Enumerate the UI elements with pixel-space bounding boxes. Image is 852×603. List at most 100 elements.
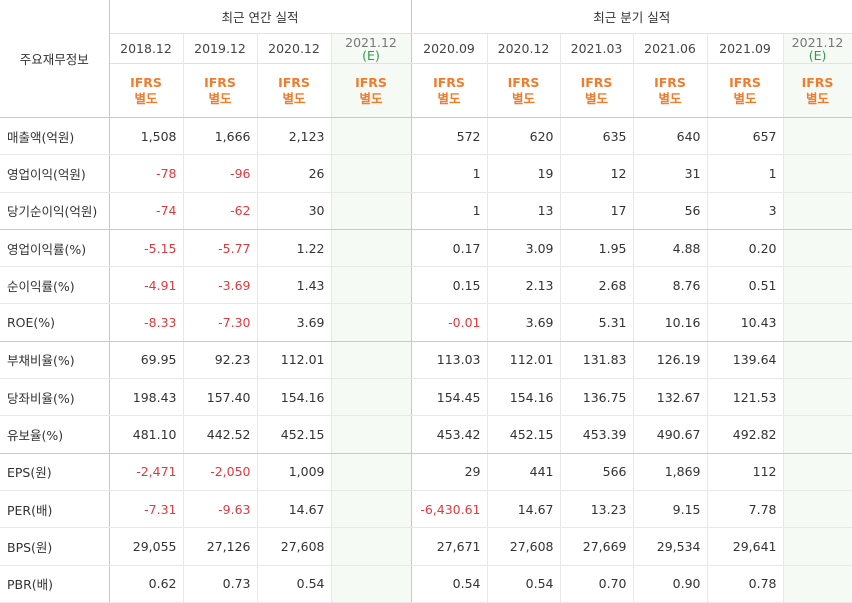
- value-cell: 132.67: [633, 378, 708, 417]
- value-cell: [331, 192, 412, 230]
- value-cell: 26: [257, 154, 332, 193]
- value-cell: 2,123: [257, 117, 332, 156]
- value-cell: 139.64: [707, 341, 784, 380]
- value-cell: [783, 266, 852, 305]
- value-cell: 27,608: [257, 527, 332, 566]
- period-date: 2020.12: [268, 41, 320, 56]
- ifrs-label: IFRS: [654, 74, 686, 90]
- value-cell: 3: [707, 192, 784, 230]
- value-cell: -2,471: [109, 453, 184, 491]
- value-cell: [783, 378, 852, 417]
- value-cell: 0.54: [487, 565, 561, 603]
- accounting-standard: IFRS 별도: [331, 63, 412, 118]
- value-cell: 5.31: [560, 303, 634, 342]
- accounting-standard: IFRS 별도: [411, 63, 488, 118]
- value-cell: -62: [183, 192, 258, 230]
- value-cell: 0.51: [707, 266, 784, 305]
- row-label: ROE(%): [0, 303, 110, 342]
- separate-label: 별도: [208, 90, 232, 106]
- value-cell: 452.15: [257, 415, 332, 454]
- value-cell: 0.62: [109, 565, 184, 603]
- value-cell: 0.78: [707, 565, 784, 603]
- value-cell: 2.13: [487, 266, 561, 305]
- period-header: 2021.12 (E): [331, 33, 412, 64]
- annual-section-title: 최근 연간 실적: [109, 0, 412, 34]
- value-cell: 27,671: [411, 527, 488, 566]
- value-cell: 136.75: [560, 378, 634, 417]
- quarter-section-title: 최근 분기 실적: [411, 0, 852, 34]
- value-cell: 0.73: [183, 565, 258, 603]
- value-cell: -6,430.61: [411, 490, 488, 529]
- separate-label: 별도: [658, 90, 682, 106]
- value-cell: -7.30: [183, 303, 258, 342]
- table-row: 당기순이익(억원) -74 -62 30 1 13 17 56 3: [0, 192, 852, 230]
- value-cell: 0.90: [633, 565, 708, 603]
- row-label: 영업이익(억원): [0, 154, 110, 193]
- value-cell: [783, 527, 852, 566]
- table-row: PBR(배) 0.62 0.73 0.54 0.54 0.54 0.70 0.90 0.78: [0, 565, 852, 603]
- value-cell: 441: [487, 453, 561, 491]
- period-header: 2020.12: [257, 33, 332, 64]
- value-cell: [331, 415, 412, 454]
- value-cell: 635: [560, 117, 634, 156]
- value-cell: 453.42: [411, 415, 488, 454]
- separate-label: 별도: [282, 90, 306, 106]
- value-cell: 154.16: [487, 378, 561, 417]
- ifrs-label: IFRS: [278, 74, 310, 90]
- value-cell: 29,055: [109, 527, 184, 566]
- table-row: 당좌비율(%) 198.43 157.40 154.16 154.45 154.16 136…: [0, 378, 852, 417]
- value-cell: [783, 453, 852, 491]
- ifrs-label: IFRS: [355, 74, 387, 90]
- value-cell: 30: [257, 192, 332, 230]
- value-cell: -2,050: [183, 453, 258, 491]
- row-label: 유보율(%): [0, 415, 110, 454]
- table-row: BPS(원) 29,055 27,126 27,608 27,671 27,608 27,6…: [0, 527, 852, 566]
- row-label: 순이익률(%): [0, 266, 110, 305]
- value-cell: 69.95: [109, 341, 184, 380]
- value-cell: [783, 415, 852, 454]
- table-row: 순이익률(%) -4.91 -3.69 1.43 0.15 2.13 2.68 8.76 0.5…: [0, 266, 852, 305]
- value-cell: -96: [183, 154, 258, 193]
- value-cell: 1: [411, 154, 488, 193]
- value-cell: [331, 341, 412, 380]
- value-cell: 12: [560, 154, 634, 193]
- value-cell: 154.45: [411, 378, 488, 417]
- period-header: 2021.12 (E): [783, 33, 852, 64]
- value-cell: 13: [487, 192, 561, 230]
- table-row: 부채비율(%) 69.95 92.23 112.01 113.03 112.01 131.8…: [0, 341, 852, 380]
- period-header: 2021.03: [560, 33, 634, 64]
- separate-label: 별도: [733, 90, 757, 106]
- row-label: 매출액(억원): [0, 117, 110, 156]
- value-cell: 8.76: [633, 266, 708, 305]
- period-header: 2021.09: [707, 33, 784, 64]
- value-cell: 27,669: [560, 527, 634, 566]
- value-cell: 112: [707, 453, 784, 491]
- value-cell: [783, 490, 852, 529]
- value-cell: [783, 192, 852, 230]
- value-cell: [331, 565, 412, 603]
- value-cell: 0.70: [560, 565, 634, 603]
- value-cell: 0.20: [707, 229, 784, 268]
- value-cell: [331, 229, 412, 268]
- value-cell: 29,534: [633, 527, 708, 566]
- value-cell: [331, 527, 412, 566]
- value-cell: 56: [633, 192, 708, 230]
- accounting-standard: IFRS 별도: [560, 63, 634, 118]
- table-row: 영업이익률(%) -5.15 -5.77 1.22 0.17 3.09 1.95 4.88 0.…: [0, 229, 852, 268]
- separate-label: 별도: [585, 90, 609, 106]
- separate-label: 별도: [806, 90, 830, 106]
- value-cell: [783, 229, 852, 268]
- period-header: 2018.12: [109, 33, 184, 64]
- ifrs-label: IFRS: [801, 74, 834, 90]
- separate-label: 별도: [359, 90, 383, 106]
- value-cell: 19: [487, 154, 561, 193]
- value-cell: 29: [411, 453, 488, 491]
- accounting-standard: IFRS 별도: [109, 63, 184, 118]
- value-cell: 640: [633, 117, 708, 156]
- period-header: 2021.06: [633, 33, 708, 64]
- period-date: 2021.12: [345, 34, 397, 50]
- period-header: 2020.12: [487, 33, 561, 64]
- row-label: PBR(배): [0, 565, 110, 603]
- value-cell: 31: [633, 154, 708, 193]
